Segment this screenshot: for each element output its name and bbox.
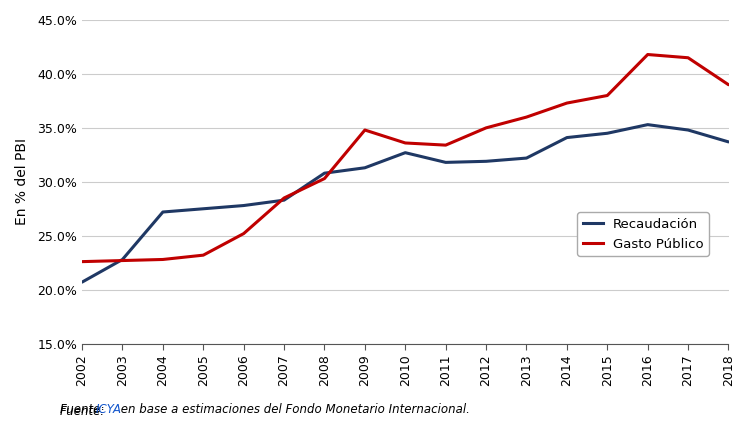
Text: Fuente:: Fuente: bbox=[60, 403, 108, 416]
Text: Fuente:: Fuente: bbox=[60, 405, 108, 418]
Text: en base a estimaciones del Fondo Monetario Internacional.: en base a estimaciones del Fondo Monetar… bbox=[117, 403, 470, 416]
Y-axis label: En % del PBI: En % del PBI bbox=[15, 138, 29, 225]
Legend: Recaudación, Gasto Público: Recaudación, Gasto Público bbox=[578, 212, 709, 256]
Text: ICYA: ICYA bbox=[96, 403, 122, 416]
